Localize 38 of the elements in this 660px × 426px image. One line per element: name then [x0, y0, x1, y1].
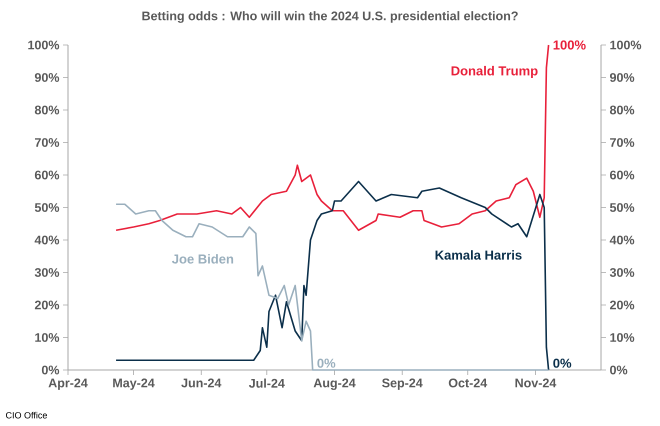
- y-tick-label: 60%: [34, 170, 60, 180]
- y2-tick-label: 90%: [610, 73, 634, 82]
- x-tick-label: Aug-24: [314, 378, 356, 390]
- y2-tick-label: 0%: [610, 366, 628, 374]
- y2-tick-label: 50%: [610, 203, 634, 212]
- y2-tick-label: 80%: [610, 106, 634, 114]
- y-tick-label: 80%: [34, 106, 60, 114]
- y-tick-label: 0%: [42, 366, 60, 374]
- series-label: Kamala Harris: [436, 250, 522, 260]
- y-tick-label: 10%: [35, 333, 60, 342]
- x-tick-label: Nov-24: [515, 378, 556, 388]
- x-tick-label: Jul-24: [248, 378, 285, 388]
- annotation: 0%: [317, 358, 336, 368]
- x-tick-label: Jun-24: [181, 378, 222, 388]
- text: CIO Office: [6, 412, 47, 418]
- chart-title: Betting odds : Who will win the 2024 U.S. presidential election?: [142, 11, 518, 23]
- y-tick-label: 30%: [34, 268, 60, 277]
- y2-tick-label: 40%: [610, 236, 634, 244]
- y2-tick-label: 10%: [610, 333, 634, 342]
- x-tick-label: May-24: [113, 378, 155, 390]
- annotation: 100%: [554, 40, 586, 50]
- series-label: Joe Biden: [172, 254, 234, 264]
- x-tick-label: Sep-24: [382, 378, 423, 390]
- y-tick-label: 100%: [28, 40, 60, 50]
- y-tick-label: 70%: [34, 138, 60, 147]
- annotation: 0%: [553, 358, 572, 368]
- y2-tick-label: 20%: [610, 300, 634, 310]
- y2-tick-label: 70%: [610, 138, 634, 147]
- y-tick-label: 50%: [34, 203, 60, 212]
- x-tick-label: Oct-24: [448, 378, 488, 388]
- y2-tick-label: 100%: [610, 40, 642, 50]
- y2-tick-label: 30%: [610, 268, 634, 277]
- x-tick-label: Apr-24: [48, 378, 88, 390]
- y-tick-label: 20%: [34, 300, 60, 310]
- series-label: Donald Trump: [452, 66, 538, 78]
- y-tick-label: 90%: [34, 73, 60, 82]
- y2-tick-label: 60%: [610, 170, 634, 180]
- y-tick-label: 40%: [34, 236, 60, 244]
